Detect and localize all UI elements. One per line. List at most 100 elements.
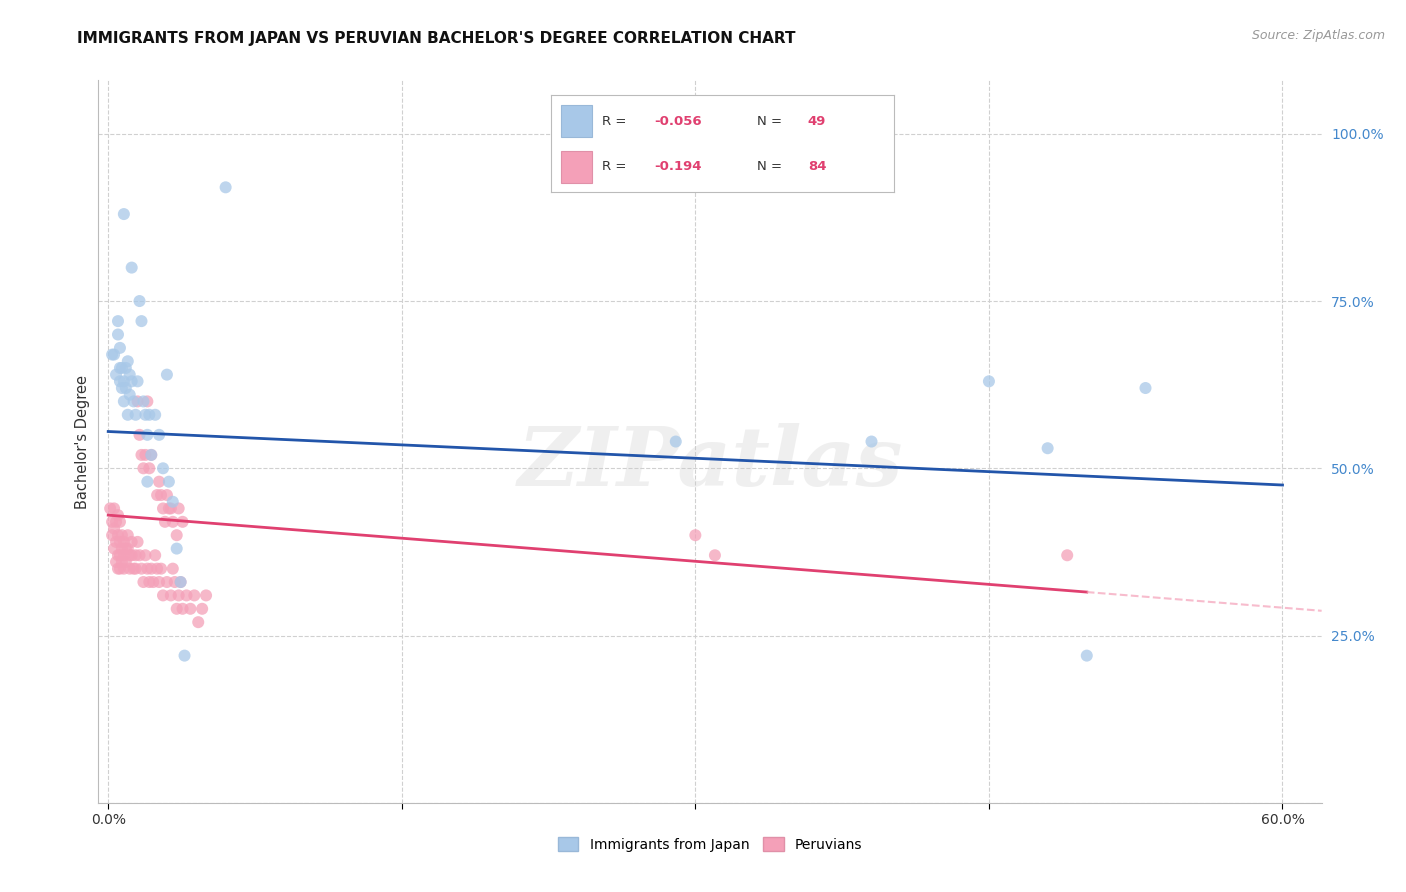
- Point: [101, 348, 124, 362]
- Point: [214, 180, 236, 194]
- Point: [157, 475, 180, 489]
- Point: [122, 394, 145, 409]
- Point: [195, 589, 218, 603]
- Point: [128, 294, 150, 309]
- Point: [118, 387, 141, 401]
- Point: [117, 528, 139, 542]
- Point: [107, 548, 129, 563]
- Point: [162, 515, 184, 529]
- Point: [101, 515, 124, 529]
- Point: [107, 508, 129, 523]
- Point: [127, 375, 149, 389]
- Point: [107, 528, 129, 542]
- Point: [141, 448, 163, 462]
- Point: [118, 368, 141, 382]
- Point: [977, 375, 1000, 389]
- Text: ZIPatlas: ZIPatlas: [517, 423, 903, 503]
- Point: [122, 562, 145, 576]
- Point: [107, 314, 129, 328]
- Point: [108, 361, 131, 376]
- Point: [132, 394, 155, 409]
- Point: [111, 528, 134, 542]
- Point: [162, 494, 184, 508]
- Point: [121, 260, 143, 275]
- Point: [172, 602, 194, 616]
- Point: [703, 548, 725, 563]
- Point: [860, 434, 883, 449]
- Point: [105, 515, 128, 529]
- Point: [121, 375, 143, 389]
- Point: [156, 575, 179, 590]
- Point: [118, 548, 141, 563]
- Point: [162, 562, 184, 576]
- Point: [108, 548, 131, 563]
- Point: [167, 501, 190, 516]
- Point: [117, 408, 139, 422]
- Point: [131, 314, 153, 328]
- Point: [179, 602, 201, 616]
- Point: [1135, 381, 1157, 395]
- Point: [136, 394, 159, 409]
- Point: [143, 548, 166, 563]
- Point: [103, 521, 125, 535]
- Point: [111, 541, 134, 556]
- Point: [131, 448, 153, 462]
- Point: [114, 555, 136, 569]
- Point: [117, 354, 139, 368]
- Point: [148, 427, 170, 442]
- Point: [685, 528, 707, 542]
- Point: [111, 381, 134, 395]
- Point: [152, 461, 174, 475]
- Point: [128, 427, 150, 442]
- Text: IMMIGRANTS FROM JAPAN VS PERUVIAN BACHELOR'S DEGREE CORRELATION CHART: IMMIGRANTS FROM JAPAN VS PERUVIAN BACHEL…: [77, 31, 796, 46]
- Point: [105, 534, 128, 549]
- Point: [142, 575, 165, 590]
- Point: [134, 548, 156, 563]
- Point: [166, 602, 188, 616]
- Point: [148, 575, 170, 590]
- Point: [108, 534, 131, 549]
- Point: [132, 461, 155, 475]
- Point: [107, 327, 129, 342]
- Point: [112, 534, 135, 549]
- Point: [150, 488, 173, 502]
- Point: [148, 475, 170, 489]
- Point: [105, 368, 128, 382]
- Point: [141, 562, 163, 576]
- Y-axis label: Bachelor's Degree: Bachelor's Degree: [75, 375, 90, 508]
- Point: [152, 589, 174, 603]
- Point: [112, 375, 135, 389]
- Point: [112, 394, 135, 409]
- Point: [108, 562, 131, 576]
- Point: [146, 562, 169, 576]
- Point: [114, 361, 136, 376]
- Point: [1076, 648, 1098, 663]
- Point: [111, 361, 134, 376]
- Point: [183, 589, 205, 603]
- Point: [187, 615, 209, 630]
- Point: [121, 534, 143, 549]
- Point: [172, 515, 194, 529]
- Point: [103, 348, 125, 362]
- Point: [156, 368, 179, 382]
- Point: [114, 541, 136, 556]
- Point: [665, 434, 688, 449]
- Text: Source: ZipAtlas.com: Source: ZipAtlas.com: [1251, 29, 1385, 42]
- Point: [103, 501, 125, 516]
- Point: [146, 488, 169, 502]
- Point: [107, 562, 129, 576]
- Point: [108, 341, 131, 355]
- Point: [128, 548, 150, 563]
- Point: [136, 475, 159, 489]
- Point: [117, 541, 139, 556]
- Point: [132, 575, 155, 590]
- Point: [136, 562, 159, 576]
- Point: [160, 589, 183, 603]
- Point: [169, 575, 191, 590]
- Point: [166, 528, 188, 542]
- Point: [166, 541, 188, 556]
- Point: [111, 555, 134, 569]
- Point: [112, 562, 135, 576]
- Point: [1056, 548, 1078, 563]
- Point: [103, 541, 125, 556]
